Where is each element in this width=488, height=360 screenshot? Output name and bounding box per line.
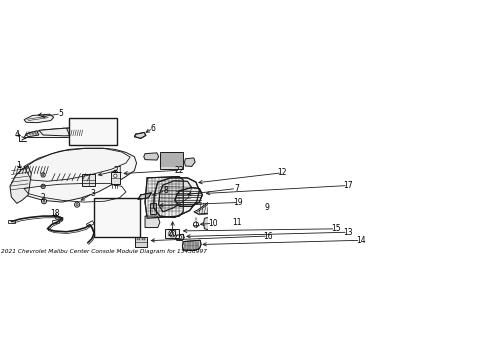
Bar: [139, 238, 140, 240]
Text: 21: 21: [114, 166, 123, 175]
Text: 22: 22: [174, 166, 184, 175]
Bar: [82, 174, 95, 186]
Polygon shape: [158, 181, 191, 212]
Text: 11: 11: [232, 218, 242, 227]
Polygon shape: [25, 131, 39, 137]
Text: 3: 3: [90, 189, 95, 198]
Text: 19: 19: [233, 198, 243, 207]
Bar: [52, 220, 60, 224]
Text: 6: 6: [150, 124, 155, 133]
Bar: [94, 198, 140, 237]
Polygon shape: [193, 201, 221, 214]
Polygon shape: [174, 188, 202, 206]
Bar: [8, 220, 15, 223]
Polygon shape: [10, 148, 136, 202]
Bar: [150, 203, 156, 213]
Text: 17: 17: [343, 181, 352, 190]
Circle shape: [113, 174, 117, 177]
Polygon shape: [83, 127, 95, 134]
Bar: [165, 229, 179, 238]
Bar: [144, 238, 145, 240]
Text: 2: 2: [41, 193, 45, 202]
Circle shape: [170, 232, 174, 235]
Circle shape: [41, 184, 45, 189]
Text: 1: 1: [16, 161, 21, 170]
Polygon shape: [66, 128, 106, 138]
Text: 4: 4: [14, 130, 19, 139]
Text: 15: 15: [330, 224, 340, 233]
Polygon shape: [138, 193, 151, 199]
Polygon shape: [175, 234, 183, 240]
Bar: [56, 216, 63, 221]
Circle shape: [113, 181, 117, 185]
Circle shape: [178, 235, 181, 239]
Circle shape: [42, 185, 44, 187]
Bar: [160, 152, 183, 170]
Polygon shape: [143, 153, 158, 160]
Text: 20: 20: [167, 229, 177, 238]
Bar: [111, 172, 120, 184]
Text: 5: 5: [59, 109, 63, 118]
Text: 7: 7: [233, 184, 238, 193]
Polygon shape: [184, 158, 195, 166]
Circle shape: [41, 173, 45, 177]
Text: 8: 8: [163, 186, 167, 195]
Bar: [69, 118, 117, 145]
Polygon shape: [24, 128, 94, 138]
Circle shape: [113, 170, 117, 175]
Text: 9: 9: [264, 203, 269, 212]
Polygon shape: [145, 216, 160, 228]
Polygon shape: [145, 177, 183, 218]
Circle shape: [76, 203, 78, 206]
Text: 14: 14: [355, 236, 365, 245]
Text: 2021 Chevrolet Malibu Center Console Module Diagram for 13438997: 2021 Chevrolet Malibu Center Console Mod…: [1, 249, 207, 254]
Bar: [136, 238, 138, 240]
Circle shape: [114, 171, 116, 173]
Circle shape: [42, 174, 44, 176]
Polygon shape: [153, 178, 199, 217]
Text: 16: 16: [263, 231, 272, 240]
Bar: [135, 237, 146, 247]
Polygon shape: [182, 240, 201, 251]
Circle shape: [114, 183, 116, 184]
Circle shape: [41, 199, 46, 204]
Circle shape: [74, 202, 80, 207]
Polygon shape: [134, 132, 145, 138]
Text: 18: 18: [50, 208, 60, 217]
Text: 10: 10: [207, 219, 217, 228]
Polygon shape: [39, 128, 92, 136]
Polygon shape: [203, 216, 220, 230]
Circle shape: [168, 230, 175, 237]
Text: 12: 12: [277, 168, 286, 177]
Circle shape: [193, 222, 198, 227]
Polygon shape: [24, 114, 54, 123]
Bar: [86, 221, 94, 227]
Text: 13: 13: [343, 228, 352, 237]
Polygon shape: [10, 166, 31, 203]
Circle shape: [43, 200, 45, 202]
